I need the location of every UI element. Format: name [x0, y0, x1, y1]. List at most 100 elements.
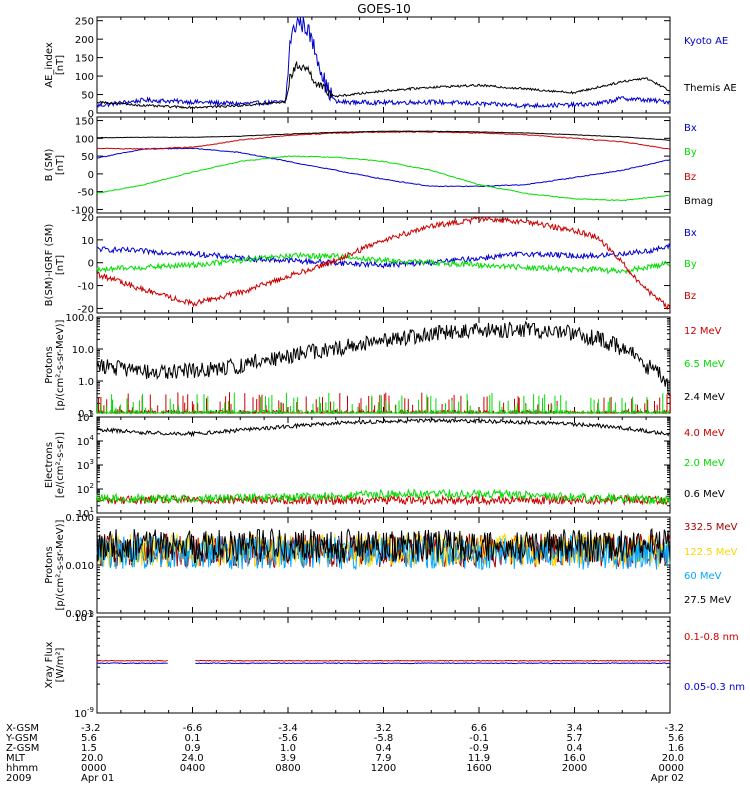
time-axis-value: 1.0	[280, 743, 296, 754]
series-line-0-05-0-3-nm	[96, 662, 671, 665]
time-axis-value: 5.7	[567, 733, 583, 744]
time-axis-value: 2000	[562, 763, 587, 774]
time-axis-value: 5.6	[81, 733, 97, 744]
y-tick-label: 0.001	[65, 609, 94, 620]
series-line-60-mev	[96, 534, 671, 571]
time-axis-value: -6.6	[183, 723, 203, 734]
time-axis-value: 20.0	[662, 753, 684, 764]
legend-entry: By	[684, 147, 697, 158]
time-axis-value: 0000	[659, 763, 684, 774]
time-axis-value: -3.2	[81, 723, 101, 734]
series-line-by	[96, 251, 671, 275]
legend-entry: 0.05-0.3 nm	[684, 682, 745, 693]
series-line-0-1-0-8-nm	[97, 659, 671, 662]
y-tick-label: 1.0	[78, 377, 94, 388]
time-axis-value: 0.4	[567, 743, 583, 754]
legend-entry: Bx	[684, 123, 697, 134]
panel-bigrf: -20 -10 0 10 20 B(SM)-IGRF (SM) [nT] Bx By Bz	[44, 213, 697, 315]
time-axis-value: 0.4	[376, 743, 392, 754]
time-axis-value: -5.6	[278, 733, 298, 744]
legend-entry: 0.1-0.8 nm	[684, 632, 739, 643]
time-axis-value: 5.6	[668, 733, 684, 744]
plot-frame	[96, 16, 671, 114]
time-axis-row-label: MLT	[6, 753, 26, 764]
y-tick-label: 200	[75, 35, 94, 46]
time-axis-value: 3.9	[280, 753, 296, 764]
time-axis-value: 0000	[81, 763, 106, 774]
legend-entry: 4.0 MeV	[684, 428, 725, 439]
panel-ae: 0 50 100 150 200 250 AE_index [nT] Kyoto AE Themi…	[44, 16, 737, 120]
y-tick-label: 0	[88, 109, 94, 120]
y-tick-label: 150	[75, 54, 94, 65]
time-axis-value: 16.0	[563, 753, 585, 764]
time-axis-row-label: 2009	[6, 773, 31, 784]
y-tick-label: 10	[81, 236, 94, 247]
time-axis-value: -3.4	[278, 723, 298, 734]
series-spikes	[97, 392, 664, 413]
orbit-time-axis: X-GSMY-GSMZ-GSMMLThhmm2009-3.25.61.520.0…	[5, 723, 684, 784]
legend-entry: 2.4 MeV	[684, 392, 725, 403]
time-axis-value: 0.1	[185, 733, 201, 744]
y-tick-label: 104	[77, 434, 95, 448]
legend-entry: 122.5 MeV	[684, 547, 738, 558]
time-axis-value: 1.6	[668, 743, 684, 754]
time-axis-value: 24.0	[181, 753, 203, 764]
series-line-2-0-mev	[96, 488, 671, 506]
time-axis-row-label: Y-GSM	[5, 733, 38, 744]
time-axis-value: 0400	[180, 763, 205, 774]
legend-entry: Bz	[684, 172, 696, 183]
y-tick-label: 100	[75, 72, 94, 83]
y-tick-label: 0.100	[65, 513, 94, 524]
figure-title: GOES-10	[357, 2, 411, 16]
y-axis-label: [nT]	[55, 55, 66, 75]
series-line-27-5-mev	[96, 527, 671, 565]
time-axis-value: -3.2	[664, 723, 684, 734]
series-line-6-5-mev	[96, 409, 671, 415]
legend-entry: Bz	[684, 291, 696, 302]
y-tick-label: 20	[81, 213, 94, 224]
y-tick-label: 0.1	[78, 409, 94, 420]
time-axis-value: 0.9	[185, 743, 201, 754]
time-axis-row-label: hhmm	[6, 763, 38, 774]
y-tick-label: 50	[81, 152, 94, 163]
time-axis-row-label: Z-GSM	[6, 743, 39, 754]
legend-entry: 6.5 MeV	[684, 359, 725, 370]
time-axis-value: 1200	[371, 763, 396, 774]
series-line-bx	[97, 242, 671, 269]
y-axis-label: Protons	[44, 346, 55, 383]
panel-bsm: -100 -50 0 50 100 150 B (SM) [nT] Bx By Bz Bmag	[44, 116, 713, 216]
y-axis-label: [e/(cm²-s-sr)]	[55, 432, 66, 498]
y-axis-label: [nT]	[55, 255, 66, 275]
y-axis-label: AE_index	[44, 42, 55, 88]
series-line-by	[96, 155, 671, 202]
y-axis-label: [nT]	[55, 155, 66, 175]
time-axis-value: 20.0	[81, 753, 103, 764]
series-line-bx	[96, 147, 671, 188]
y-tick-label: -20	[78, 304, 94, 315]
series-line-2-4-mev	[96, 320, 670, 396]
plot-frame	[96, 616, 671, 714]
panel-xray: 10-8 10-9 Xray Flux [W/m²] 0.1-0.8 nm 0.05-0.…	[44, 610, 745, 720]
y-tick-label: 102	[77, 482, 94, 496]
y-axis-label: [p/(cm²-s-sr-MeV)]	[55, 319, 66, 410]
y-axis-label: [p/(cm²-s-sr-MeV)]	[55, 519, 66, 610]
y-tick-label: 50	[81, 91, 94, 102]
y-axis-label: [W/m²]	[55, 647, 66, 682]
series-spikes	[98, 392, 671, 413]
series-line-kyoto-ae	[96, 16, 671, 110]
time-axis-value: 1.5	[81, 743, 97, 754]
y-tick-label: -100	[71, 205, 94, 216]
panel-protons_low: 0.1 1.0 10.0 100.0 Protons [p/(cm²-s-sr-MeV)]…	[44, 313, 725, 420]
y-tick-label: 0	[88, 170, 94, 181]
time-axis-value: -0.1	[469, 733, 489, 744]
time-axis-value: 6.6	[471, 723, 487, 734]
time-axis-value: Apr 02	[651, 773, 684, 784]
series-line-bmag	[96, 130, 671, 141]
time-axis-row-label: X-GSM	[6, 723, 39, 734]
y-tick-label: 100.0	[65, 313, 94, 324]
y-axis-label: Xray Flux	[44, 641, 55, 688]
time-axis-value: -0.9	[469, 743, 489, 754]
y-tick-label: 10-8	[74, 610, 94, 624]
legend-entry: 2.0 MeV	[684, 458, 725, 469]
